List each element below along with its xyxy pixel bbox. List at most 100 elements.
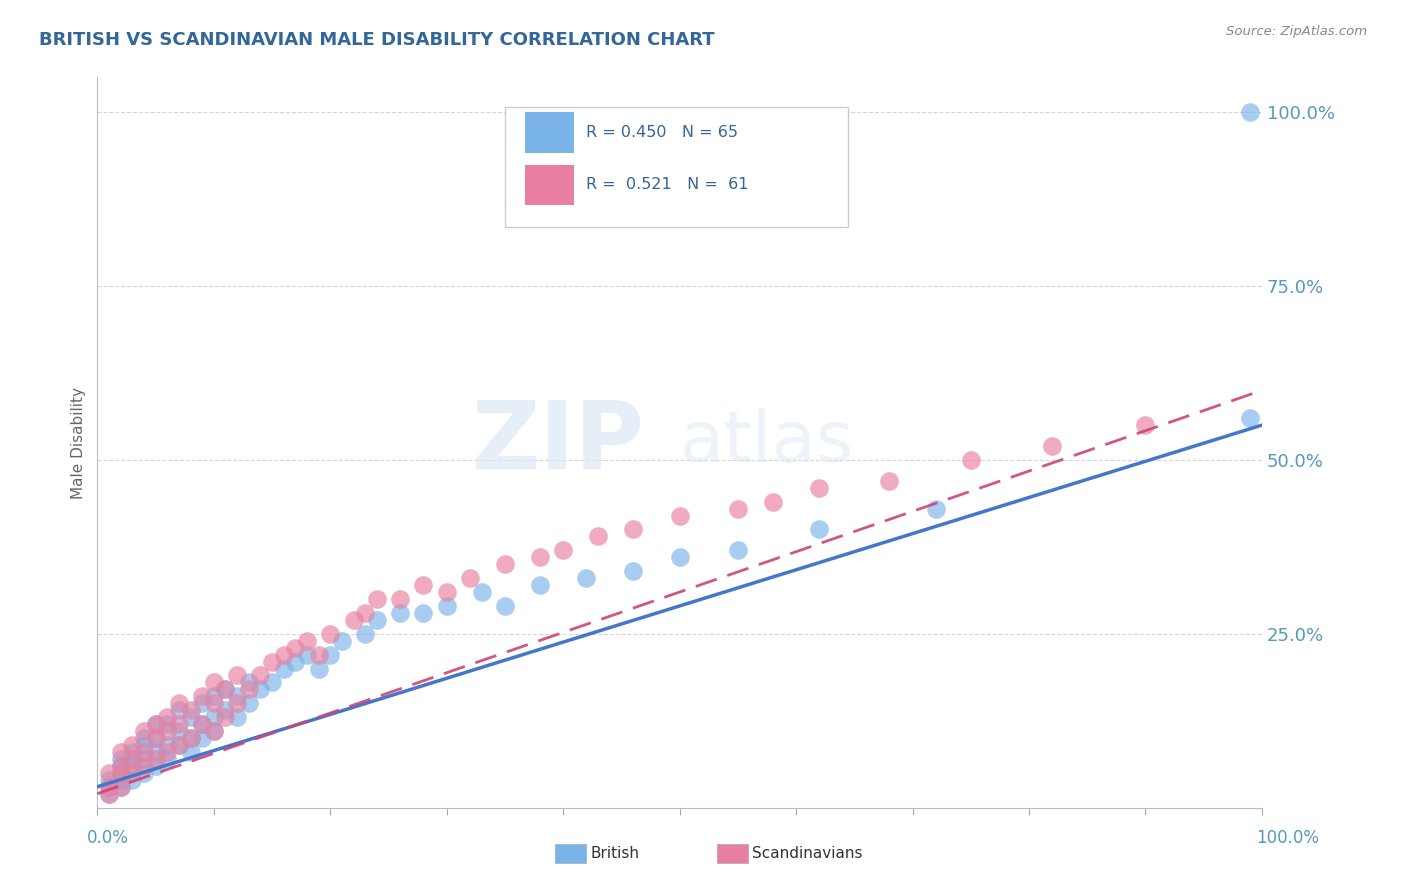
Text: ZIP: ZIP (472, 397, 645, 489)
Point (121, 752, 143, 766)
Point (238, 682, 260, 697)
Point (145, 731, 167, 745)
Point (621, 564, 644, 578)
Point (412, 578, 434, 592)
Point (132, 738, 155, 752)
Point (145, 717, 167, 731)
Point (238, 675, 260, 690)
Point (389, 592, 412, 607)
Point (156, 717, 179, 731)
Point (366, 613, 388, 627)
Point (191, 717, 214, 731)
Point (342, 613, 364, 627)
Point (458, 571, 481, 585)
Point (191, 717, 214, 731)
Point (925, 501, 948, 516)
Point (354, 626, 377, 640)
Point (586, 529, 609, 543)
Text: R = 0.450   N = 65: R = 0.450 N = 65 (586, 125, 738, 140)
Text: atlas: atlas (679, 408, 853, 477)
Point (110, 752, 132, 766)
Point (145, 731, 167, 745)
Point (808, 481, 831, 495)
Point (202, 724, 225, 739)
Point (156, 710, 179, 724)
Point (575, 571, 598, 585)
Point (668, 550, 690, 565)
Point (1040, 439, 1063, 453)
Point (295, 648, 318, 662)
Point (529, 578, 551, 592)
Point (214, 710, 236, 724)
Point (121, 738, 143, 752)
Point (145, 717, 167, 731)
Point (156, 745, 179, 759)
Point (330, 633, 353, 648)
Text: 0.0%: 0.0% (87, 829, 129, 847)
Point (226, 690, 249, 704)
Point (167, 724, 190, 739)
Point (494, 558, 516, 572)
Point (202, 696, 225, 710)
Text: Scandinavians: Scandinavians (752, 847, 863, 861)
Point (180, 710, 202, 724)
Point (98, 780, 121, 794)
Text: Source: ZipAtlas.com: Source: ZipAtlas.com (1226, 25, 1367, 38)
Point (180, 731, 202, 745)
Point (121, 772, 143, 787)
Point (260, 655, 283, 669)
Point (167, 738, 190, 752)
Point (132, 759, 155, 773)
Point (1239, 411, 1261, 425)
Point (1239, 105, 1261, 120)
Point (132, 745, 155, 759)
Point (553, 543, 575, 558)
Point (180, 731, 202, 745)
FancyBboxPatch shape (505, 107, 848, 227)
Point (226, 668, 249, 682)
Point (214, 682, 236, 697)
Point (214, 682, 236, 697)
Point (273, 648, 295, 662)
Point (214, 703, 236, 717)
Point (762, 494, 785, 508)
Text: British: British (591, 847, 640, 861)
Point (191, 731, 214, 745)
Point (202, 675, 225, 690)
Point (110, 780, 132, 794)
Point (319, 626, 342, 640)
Point (167, 696, 190, 710)
Point (412, 606, 434, 620)
Point (260, 675, 283, 690)
Bar (524, 165, 574, 205)
Point (121, 752, 143, 766)
Point (180, 745, 202, 759)
Y-axis label: Male Disability: Male Disability (72, 386, 86, 499)
Point (202, 690, 225, 704)
Point (110, 759, 132, 773)
Point (145, 745, 167, 759)
Point (621, 523, 644, 537)
Point (110, 780, 132, 794)
Point (808, 523, 831, 537)
Point (668, 508, 690, 523)
Point (167, 738, 190, 752)
Point (959, 453, 981, 467)
Point (238, 696, 260, 710)
Point (191, 690, 214, 704)
Point (366, 592, 388, 607)
Point (226, 710, 249, 724)
Bar (524, 112, 574, 153)
Point (110, 765, 132, 780)
Point (98, 787, 121, 801)
Point (471, 585, 494, 599)
Point (354, 606, 377, 620)
Point (877, 474, 900, 488)
Point (191, 696, 214, 710)
Point (110, 745, 132, 759)
Point (529, 550, 551, 565)
Point (145, 752, 167, 766)
Text: R =  0.521   N =  61: R = 0.521 N = 61 (586, 178, 749, 193)
Point (284, 655, 307, 669)
Point (727, 501, 749, 516)
